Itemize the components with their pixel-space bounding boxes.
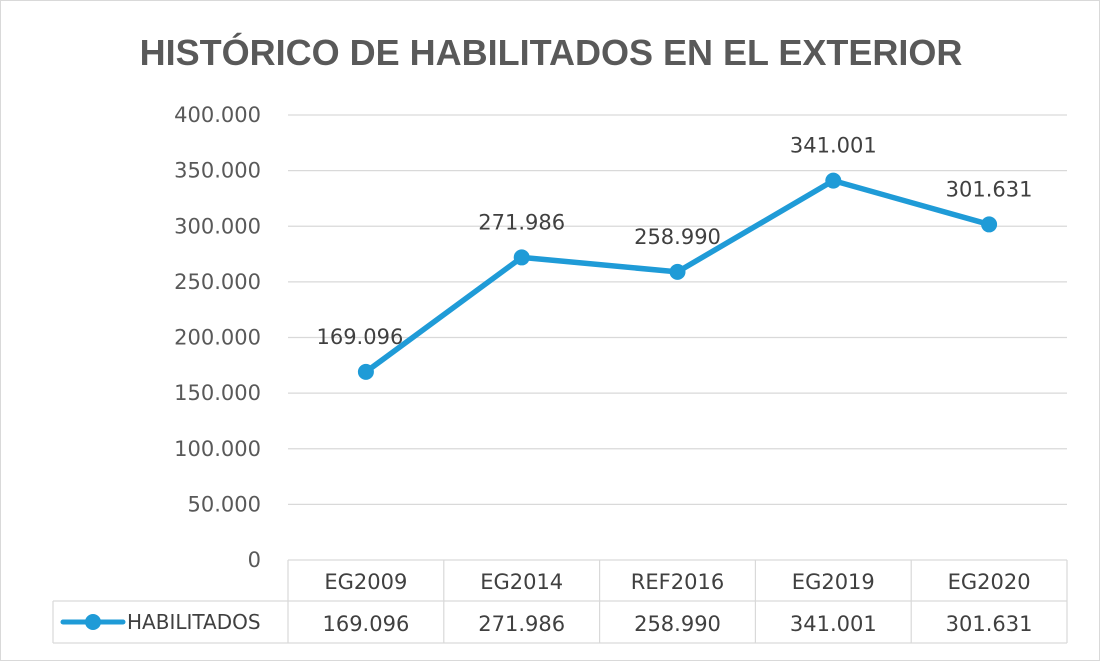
table-value-cell: 169.096 [322, 612, 409, 636]
category-label: EG2009 [324, 570, 407, 594]
data-label: 271.986 [478, 210, 565, 234]
gridlines [288, 114, 1067, 505]
table-value-cell: 301.631 [946, 612, 1033, 636]
category-label: EG2019 [792, 570, 875, 594]
y-tick-label: 200.000 [174, 326, 261, 350]
data-point [669, 263, 686, 280]
data-label: 301.631 [946, 177, 1033, 201]
data-table: EG2009 169.096 EG2014 271.986 REF2016 258.990… [52, 559, 1068, 644]
y-tick-label: 100.000 [174, 437, 261, 461]
chart-title: HISTÓRICO DE HABILITADOS EN EL EXTERIOR [140, 31, 963, 73]
data-point [981, 216, 998, 233]
y-tick-label: 150.000 [174, 381, 261, 405]
legend-point-marker [85, 614, 101, 630]
legend-series-name: HABILITADOS [127, 610, 261, 634]
category-label: REF2016 [631, 570, 724, 594]
data-label: 169.096 [316, 325, 403, 349]
category-label: EG2020 [948, 570, 1031, 594]
series-line-group [357, 172, 998, 380]
y-tick-label: 50.000 [188, 492, 261, 516]
y-axis-ticks: 0 50.000 100.000 150.000 200.000 250.000 300.0… [174, 103, 261, 572]
y-tick-label: 250.000 [174, 270, 261, 294]
data-label: 341.001 [790, 134, 877, 158]
table-value-cell: 341.001 [790, 612, 877, 636]
data-label: 258.990 [634, 225, 721, 249]
y-tick-label: 300.000 [174, 214, 261, 238]
data-labels: 169.096 271.986 258.990 341.001 301.631 [316, 134, 1032, 349]
data-point [357, 363, 374, 380]
table-value-cell: 271.986 [478, 612, 565, 636]
y-tick-label: 350.000 [174, 159, 261, 183]
y-tick-label: 0 [248, 548, 261, 572]
data-point [825, 172, 842, 189]
category-label: EG2014 [480, 570, 563, 594]
table-value-cell: 258.990 [634, 612, 721, 636]
data-point [513, 249, 530, 266]
y-tick-label: 400.000 [174, 103, 261, 127]
